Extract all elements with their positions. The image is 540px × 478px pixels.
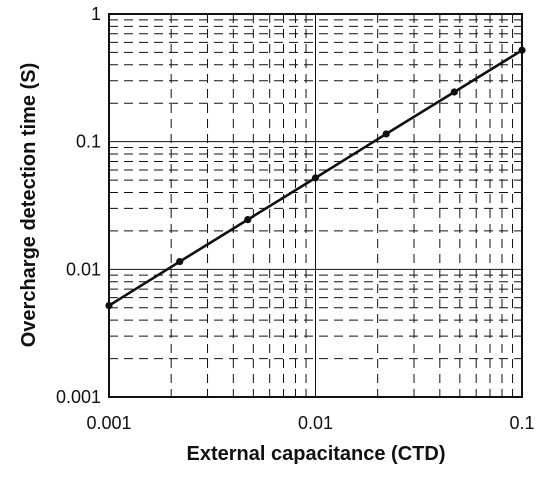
y-tick-label: 0.01 (66, 259, 101, 279)
x-tick-label: 0.01 (298, 413, 333, 433)
y-axis-title: Overcharge detection time (S) (18, 63, 40, 348)
data-point (176, 257, 184, 266)
x-tick-label: 0.1 (509, 413, 534, 433)
data-point (244, 216, 252, 224)
y-tick-label: 0.1 (76, 132, 101, 152)
grid (109, 14, 522, 397)
y-tick-label: 0.001 (56, 387, 101, 407)
plot-frame (108, 13, 523, 398)
data-point (450, 88, 458, 96)
data-point (311, 174, 320, 182)
y-tick-label: 1 (91, 4, 101, 24)
x-axis-title: External capacitance (CTD) (187, 443, 446, 465)
x-tick-label: 0.001 (86, 413, 131, 433)
tick-labels: 0.001 0.01 0.1 0.001 0.01 0.1 1 (56, 4, 535, 433)
data-point (105, 301, 113, 310)
series-layer (105, 46, 526, 310)
data-point (518, 46, 526, 54)
data-point (382, 130, 390, 138)
